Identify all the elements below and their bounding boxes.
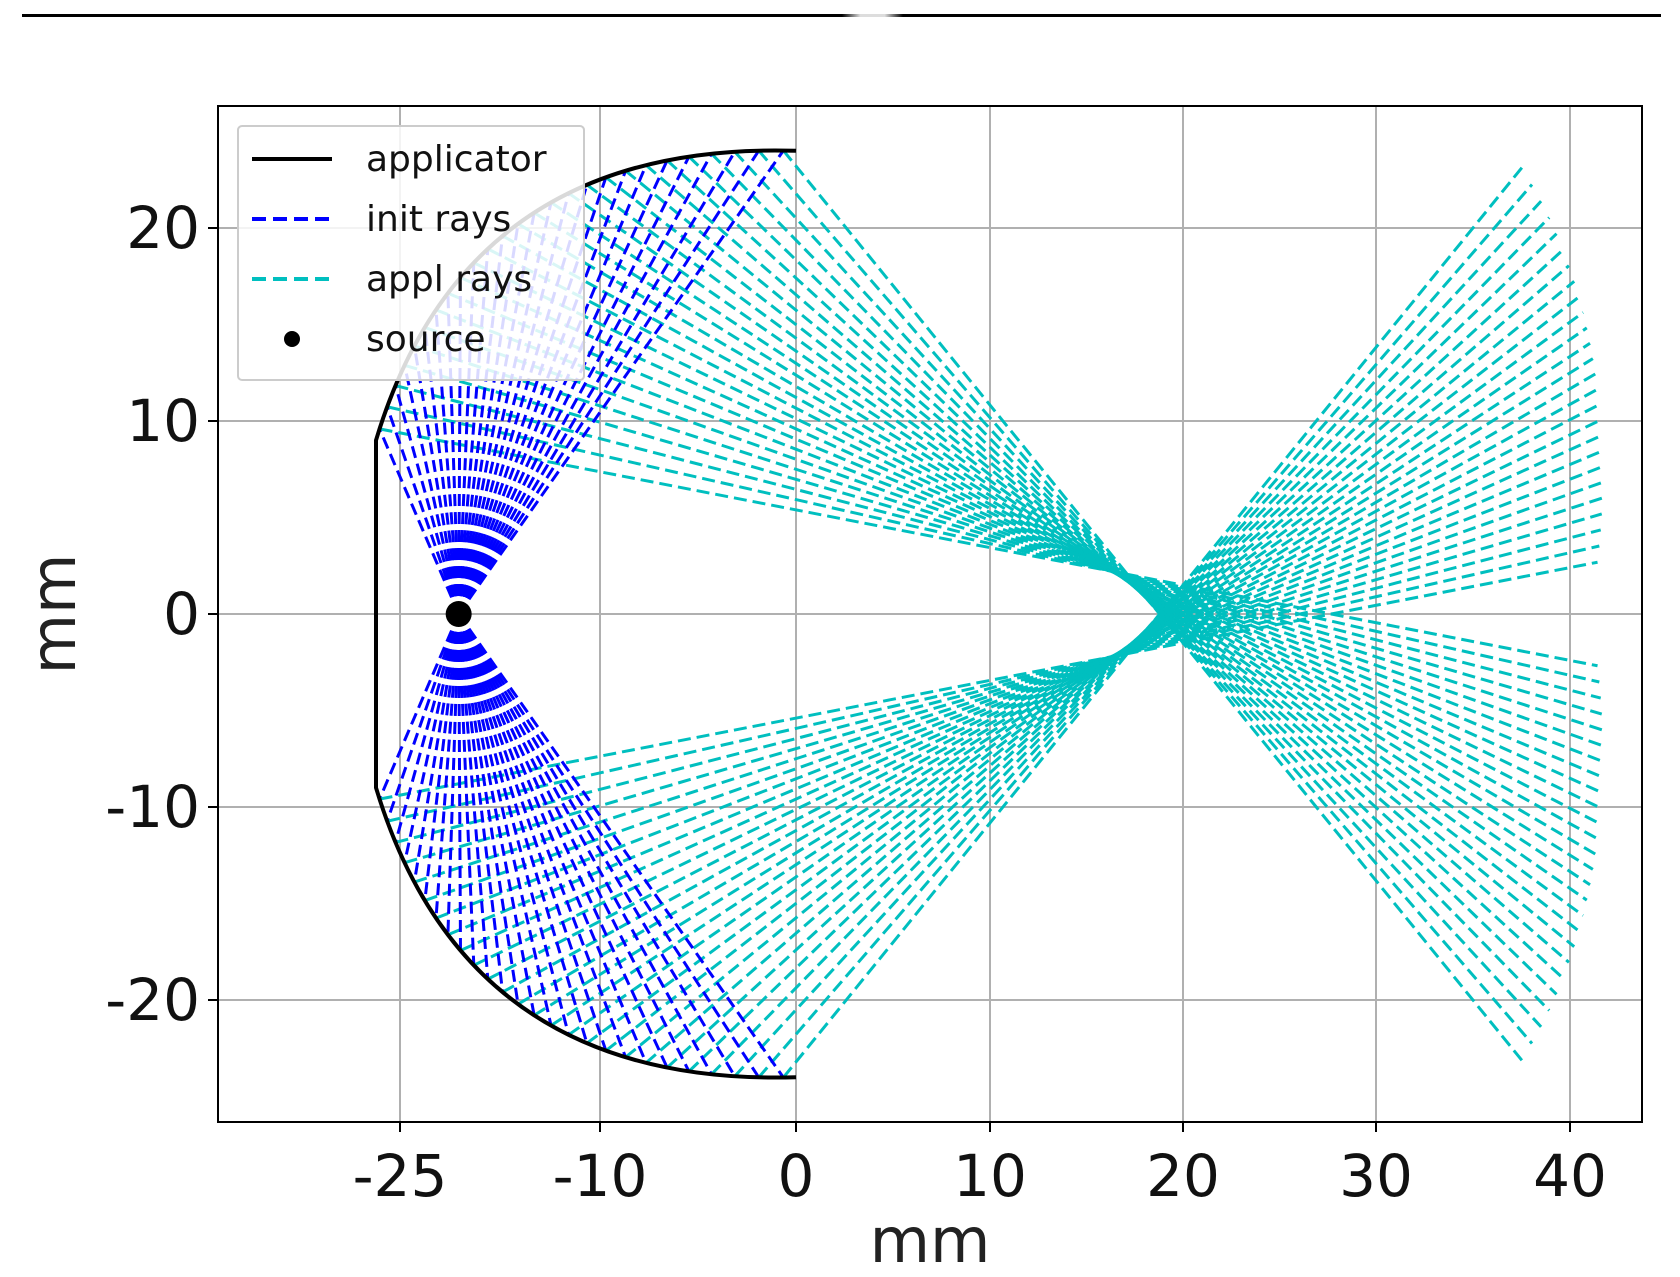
legend-label-init-rays: init rays <box>366 199 511 240</box>
x-tick-label: 10 <box>953 1142 1027 1210</box>
init-ray <box>378 428 461 615</box>
appl-ray <box>687 232 1558 1073</box>
appl-ray <box>586 183 1584 917</box>
appl-ray <box>386 405 1600 684</box>
appl-ray <box>666 159 1565 980</box>
init-ray <box>403 364 461 615</box>
init-ray <box>457 613 785 1079</box>
init-ray <box>457 170 627 615</box>
init-ray <box>457 613 691 1073</box>
y-tick-label: 0 <box>163 580 200 648</box>
init-ray <box>457 149 760 615</box>
init-ray <box>457 613 608 1052</box>
x-axis-ticks: -25 -10 0 10 20 30 40 <box>353 1122 1607 1210</box>
init-ray <box>457 164 648 615</box>
applicator-layer <box>374 148 797 1080</box>
init-ray <box>457 613 476 966</box>
appl-ray <box>379 560 1598 801</box>
y-axis-ticks: -20 -10 0 10 20 <box>105 194 218 1034</box>
init-ray <box>457 613 648 1064</box>
source-marker <box>445 601 472 627</box>
x-tick-label: -10 <box>553 1142 648 1210</box>
init-ray <box>457 159 669 615</box>
y-tick-label: 10 <box>126 387 200 455</box>
init-ray <box>385 613 461 822</box>
init-ray <box>457 613 627 1058</box>
legend-swatch-source <box>284 331 300 347</box>
init-ray <box>394 385 461 615</box>
init-ray <box>457 613 553 1026</box>
appl-ray <box>550 342 1591 1027</box>
init-ray <box>457 613 669 1069</box>
y-tick-label: 20 <box>126 194 200 262</box>
init-ray <box>403 613 461 864</box>
appl-ray <box>550 201 1591 886</box>
init-ray <box>457 248 490 615</box>
init-ray <box>457 152 713 615</box>
init-ray <box>446 613 461 935</box>
init-ray <box>457 155 691 615</box>
init-ray <box>457 613 571 1036</box>
legend-label-appl-rays: appl rays <box>366 259 532 300</box>
init-ray <box>457 613 505 993</box>
legend-label-applicator: applicator <box>366 139 547 180</box>
x-axis-title: mm <box>870 1204 991 1277</box>
applicator-outline <box>374 148 797 1080</box>
appl-ray <box>395 384 1602 700</box>
init-ray <box>385 406 461 615</box>
init-ray <box>457 613 536 1016</box>
appl-ray <box>687 155 1558 996</box>
init-ray <box>434 613 461 919</box>
y-tick-label: -10 <box>105 773 200 841</box>
appl-ray <box>604 295 1580 1052</box>
init-ray <box>394 613 461 843</box>
appl-ray <box>379 427 1598 668</box>
init-ray <box>412 613 461 883</box>
legend: applicator init rays appl rays source <box>237 125 585 381</box>
x-tick-label: 0 <box>778 1142 815 1210</box>
init-ray <box>457 613 760 1079</box>
appl-ray <box>710 216 1551 1076</box>
appl-ray <box>782 166 1524 1079</box>
appl-ray <box>533 357 1594 1017</box>
init-ray <box>423 613 461 901</box>
x-tick-label: -25 <box>353 1142 448 1210</box>
appl-ray <box>533 211 1594 871</box>
x-tick-label: 40 <box>1533 1142 1607 1210</box>
appl-ray <box>395 528 1602 844</box>
y-tick-label: -20 <box>105 966 200 1034</box>
init-ray <box>457 613 520 1005</box>
appl-ray <box>666 248 1565 1069</box>
appl-ray <box>604 176 1580 933</box>
init-ray <box>457 184 589 615</box>
init-ray <box>457 613 490 980</box>
x-tick-label: 20 <box>1146 1142 1220 1210</box>
appl-ray <box>586 311 1584 1045</box>
init-ray <box>378 613 461 800</box>
y-axis-title: mm <box>17 554 90 675</box>
top-rule-left <box>22 14 842 17</box>
init-ray <box>457 149 785 615</box>
init-ray <box>457 212 536 615</box>
appl-ray <box>710 152 1551 1012</box>
legend-box <box>237 125 585 381</box>
appl-ray <box>782 149 1524 1062</box>
appl-ray <box>386 544 1600 823</box>
init-ray <box>457 613 462 951</box>
x-tick-label: 30 <box>1339 1142 1413 1210</box>
top-rule-right <box>903 14 1661 17</box>
top-rule-gap <box>842 14 903 17</box>
legend-label-source: source <box>366 319 486 360</box>
init-ray <box>412 345 461 615</box>
init-ray <box>457 613 713 1076</box>
init-ray <box>457 613 589 1044</box>
